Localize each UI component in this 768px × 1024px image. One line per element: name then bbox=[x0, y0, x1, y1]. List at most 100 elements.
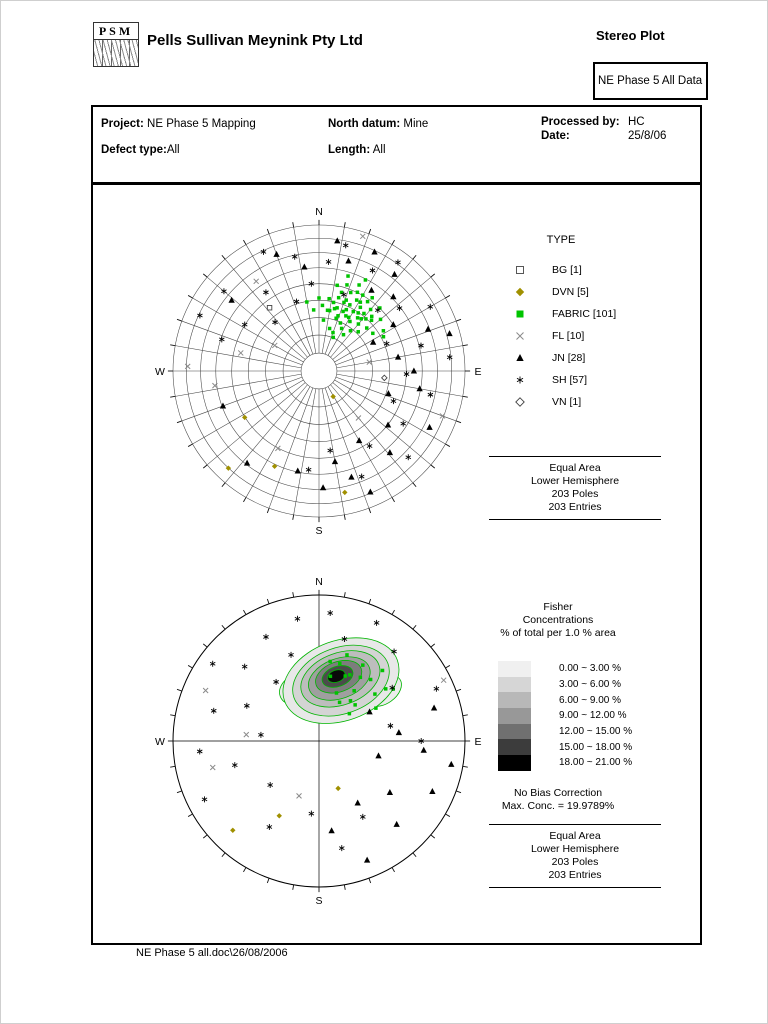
psm-logo: PSM bbox=[93, 22, 139, 67]
date-value: 25/8/06 bbox=[628, 130, 667, 142]
fisher-scale-item: 0.00 ~ 3.00 % bbox=[498, 661, 632, 677]
scale-color-swatch bbox=[498, 755, 531, 771]
caption-line: 203 Poles bbox=[551, 856, 599, 868]
bias-notes: No Bias Correction Max. Conc. = 19.9789% bbox=[468, 787, 648, 813]
length-field: Length: All bbox=[328, 144, 386, 156]
scale-range-label: 6.00 ~ 9.00 % bbox=[559, 694, 621, 706]
svg-text:S: S bbox=[315, 525, 322, 537]
scale-range-label: 18.00 ~ 21.00 % bbox=[559, 757, 633, 769]
legend-item-label: FL [10] bbox=[552, 330, 585, 342]
north-datum-field: North datum: Mine bbox=[328, 118, 428, 130]
svg-text:E: E bbox=[474, 736, 481, 748]
scale-color-swatch bbox=[498, 692, 531, 709]
caption-line: 203 Entries bbox=[548, 869, 602, 881]
legend-item-label: SH [57] bbox=[552, 374, 588, 386]
svg-text:S: S bbox=[315, 895, 322, 907]
info-strip: Project: NE Phase 5 Mapping Defect type:… bbox=[93, 107, 700, 185]
defect-type-field: Defect type:All bbox=[101, 144, 180, 156]
length-value: All bbox=[372, 144, 386, 156]
type-legend-item: JN [28] bbox=[506, 347, 616, 369]
scale-range-label: 9.00 ~ 12.00 % bbox=[559, 710, 627, 722]
type-legend-title: TYPE bbox=[546, 234, 576, 246]
scale-color-swatch bbox=[498, 708, 531, 724]
type-legend-item: VN [1] bbox=[506, 391, 616, 413]
fisher-legend-header: Fisher Concentrations % of total per 1.0… bbox=[468, 601, 648, 640]
legend-item-label: BG [1] bbox=[552, 264, 582, 276]
psm-logo-hatch bbox=[94, 40, 138, 66]
company-name: Pells Sullivan Meynink Pty Ltd bbox=[147, 32, 363, 49]
legend-symbol-icon bbox=[516, 332, 524, 340]
project-label: Project: bbox=[101, 118, 144, 130]
defect-type-value: All bbox=[166, 144, 180, 156]
caption-line: 203 Entries bbox=[548, 501, 602, 513]
fisher-header-line: Concentrations bbox=[522, 614, 594, 626]
scale-range-label: 0.00 ~ 3.00 % bbox=[559, 663, 621, 675]
fisher-contour-plot: N S W E bbox=[155, 576, 481, 907]
type-legend-list: BG [1] DVN [5] FABRIC [101] FL [10] JN [28] S… bbox=[506, 259, 616, 413]
fisher-scale-item: 6.00 ~ 9.00 % bbox=[498, 692, 632, 709]
type-legend-item: FABRIC [101] bbox=[506, 303, 616, 325]
type-legend-item: FL [10] bbox=[506, 325, 616, 347]
legend-symbol-icon bbox=[516, 310, 524, 318]
fisher-scale-item: 9.00 ~ 12.00 % bbox=[498, 708, 632, 724]
contour-plot-caption: Equal Area Lower Hemisphere 203 Poles 20… bbox=[489, 824, 661, 888]
bias-note-line: No Bias Correction bbox=[513, 787, 603, 799]
max-concentration-line: Max. Conc. = 19.9789% bbox=[501, 800, 615, 812]
caption-line: Lower Hemisphere bbox=[530, 843, 620, 855]
caption-line: Lower Hemisphere bbox=[530, 475, 620, 487]
date-label: Date: bbox=[541, 130, 570, 142]
fisher-header-line: % of total per 1.0 % area bbox=[500, 627, 616, 639]
north-datum-value: Mine bbox=[403, 118, 429, 130]
scale-color-swatch bbox=[498, 661, 531, 677]
length-label: Length: bbox=[328, 144, 371, 156]
fisher-scale-item: 3.00 ~ 6.00 % bbox=[498, 676, 632, 693]
scale-range-label: 15.00 ~ 18.00 % bbox=[559, 741, 633, 753]
main-frame: Project: NE Phase 5 Mapping Defect type:… bbox=[91, 105, 702, 945]
type-legend-item: SH [57] bbox=[506, 369, 616, 391]
dataset-title-box: NE Phase 5 All Data bbox=[593, 62, 708, 100]
fisher-scale-list: 0.00 ~ 3.00 % 3.00 ~ 6.00 % 6.00 ~ 9.00 % 9… bbox=[498, 661, 632, 771]
legend-symbol-icon bbox=[515, 397, 525, 407]
legend-symbol-icon bbox=[516, 376, 524, 384]
pole-stereonet-plot: N S W E bbox=[155, 206, 481, 537]
date-value-field: 25/8/06 bbox=[628, 130, 666, 142]
scale-color-swatch bbox=[498, 739, 531, 756]
fisher-scale-item: 12.00 ~ 15.00 % bbox=[498, 723, 633, 740]
report-title: Stereo Plot bbox=[596, 28, 665, 43]
legend-item-label: FABRIC [101] bbox=[552, 308, 617, 320]
legend-item-label: JN [28] bbox=[552, 352, 586, 364]
north-datum-label: North datum: bbox=[328, 118, 401, 130]
type-legend-item: DVN [5] bbox=[506, 281, 616, 303]
legend-symbol-icon bbox=[516, 353, 524, 361]
scale-color-swatch bbox=[498, 676, 531, 693]
fisher-header-line: Fisher bbox=[543, 601, 573, 613]
processed-by-value-field: HC bbox=[628, 116, 645, 128]
fisher-scale-item: 18.00 ~ 21.00 % bbox=[498, 755, 632, 771]
legend-symbol-icon bbox=[516, 266, 524, 274]
processed-by-label: Processed by: bbox=[541, 116, 620, 128]
fisher-scale-item: 15.00 ~ 18.00 % bbox=[498, 739, 633, 756]
caption-line: 203 Poles bbox=[551, 488, 599, 500]
project-value: NE Phase 5 Mapping bbox=[147, 118, 256, 130]
scale-range-label: 12.00 ~ 15.00 % bbox=[559, 726, 633, 738]
scale-range-label: 3.00 ~ 6.00 % bbox=[559, 679, 621, 691]
legend-item-label: DVN [5] bbox=[552, 286, 589, 298]
legend-item-label: VN [1] bbox=[552, 396, 582, 408]
svg-text:W: W bbox=[155, 736, 165, 748]
defect-type-label: Defect type: bbox=[101, 144, 167, 156]
svg-text:N: N bbox=[315, 576, 323, 588]
svg-text:E: E bbox=[474, 366, 481, 378]
svg-text:W: W bbox=[155, 366, 165, 378]
psm-logo-text: PSM bbox=[94, 23, 138, 40]
svg-text:N: N bbox=[315, 206, 323, 218]
caption-line: Equal Area bbox=[549, 462, 601, 474]
project-field: Project: NE Phase 5 Mapping bbox=[101, 118, 256, 130]
legend-symbol-icon bbox=[515, 287, 525, 297]
pole-plot-caption: Equal Area Lower Hemisphere 203 Poles 20… bbox=[489, 456, 661, 520]
caption-line: Equal Area bbox=[549, 830, 601, 842]
dataset-title: NE Phase 5 All Data bbox=[598, 75, 703, 87]
date-label-field: Date: bbox=[541, 130, 570, 142]
scale-color-swatch bbox=[498, 723, 531, 740]
processed-by-value: HC bbox=[628, 116, 645, 128]
